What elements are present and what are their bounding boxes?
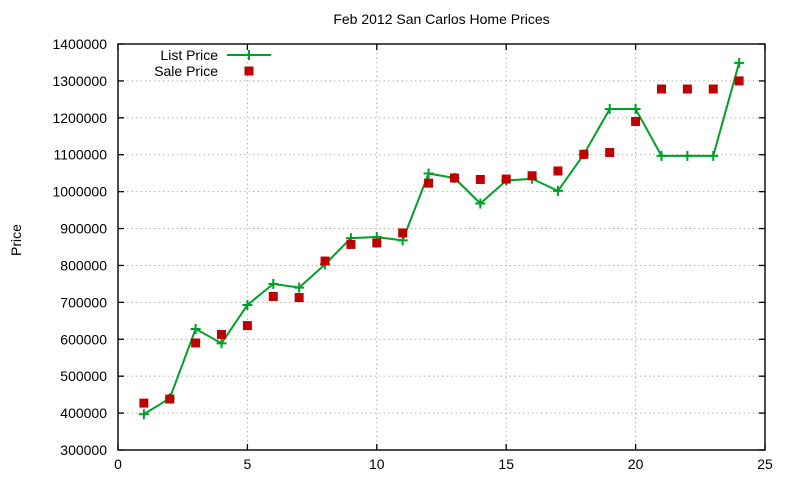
list-price-marker (294, 282, 305, 293)
sale-price-square-sample (244, 66, 254, 76)
list-price-marker (242, 299, 253, 310)
sale-price-marker (605, 148, 615, 158)
sale-price-marker (631, 117, 641, 127)
sale-price-marker (139, 398, 149, 408)
x-tick-label: 10 (369, 456, 385, 472)
legend-item-list-price: List Price (118, 47, 273, 63)
list-price-marker (190, 323, 201, 334)
sale-price-marker (217, 329, 227, 339)
sale-price-marker (191, 338, 201, 348)
list-price-marker (604, 103, 615, 114)
list-price-marker (734, 57, 745, 68)
y-tick-label: 900000 (60, 221, 107, 237)
sale-price-marker (449, 173, 459, 183)
sale-price-marker (165, 394, 175, 404)
x-tick-label: 0 (114, 456, 122, 472)
x-tick-label: 15 (498, 456, 514, 472)
y-tick-label: 400000 (60, 405, 107, 421)
sale-price-marker (682, 84, 692, 94)
y-tick-label: 1100000 (54, 147, 108, 163)
sale-price-square-sample-icon (244, 66, 254, 76)
list-price-marker (656, 150, 667, 161)
y-tick-label: 1300000 (52, 73, 107, 89)
sale-price-marker (424, 178, 434, 188)
sale-price-marker (553, 166, 563, 176)
legend-item-sale-price: Sale Price (118, 63, 273, 79)
y-tick-label: 300000 (60, 442, 107, 458)
y-tick-label: 800000 (60, 257, 107, 273)
list-price-marker (475, 198, 486, 209)
sale-price-marker (501, 174, 511, 184)
plot-border (117, 43, 766, 451)
list-price-marker (268, 278, 279, 289)
list-price-marker (630, 103, 641, 114)
list-price-marker (423, 168, 434, 179)
sale-price-marker (734, 76, 744, 86)
list-price-line-sample-icon (227, 50, 271, 60)
y-tick-label: 600000 (60, 331, 107, 347)
chart-title: Feb 2012 San Carlos Home Prices (333, 11, 550, 27)
sale-price-marker (398, 228, 408, 238)
legend-label-sale-price: Sale Price (154, 63, 218, 79)
list-price-marker (216, 338, 227, 349)
list-price-marker (552, 185, 563, 196)
sale-price-marker (527, 171, 537, 181)
sale-price-marker (346, 239, 356, 249)
legend-label-list-price: List Price (160, 47, 218, 63)
list-price-marker (682, 150, 693, 161)
x-tick-label: 5 (244, 456, 252, 472)
sale-price-marker (475, 174, 485, 184)
list-price-marker (708, 150, 719, 161)
sale-price-marker (268, 291, 278, 301)
list-price-marker (138, 409, 149, 420)
sale-price-marker (320, 256, 330, 266)
x-tick-label: 20 (628, 456, 644, 472)
x-tick-label: 25 (757, 456, 773, 472)
sale-price-marker (656, 84, 666, 94)
sale-price-marker (242, 321, 252, 331)
y-tick-label: 1400000 (52, 36, 107, 52)
y-tick-label: 500000 (60, 368, 107, 384)
sale-price-marker (579, 149, 589, 159)
y-tick-label: 700000 (60, 294, 107, 310)
sale-price-marker (708, 84, 718, 94)
list-price-line (143, 62, 741, 416)
sale-price-marker (294, 293, 304, 303)
sale-price-marker (372, 238, 382, 248)
y-tick-label: 1000000 (52, 184, 107, 200)
legend: List Price Sale Price (118, 47, 273, 79)
y-tick-label: 1200000 (52, 110, 107, 126)
